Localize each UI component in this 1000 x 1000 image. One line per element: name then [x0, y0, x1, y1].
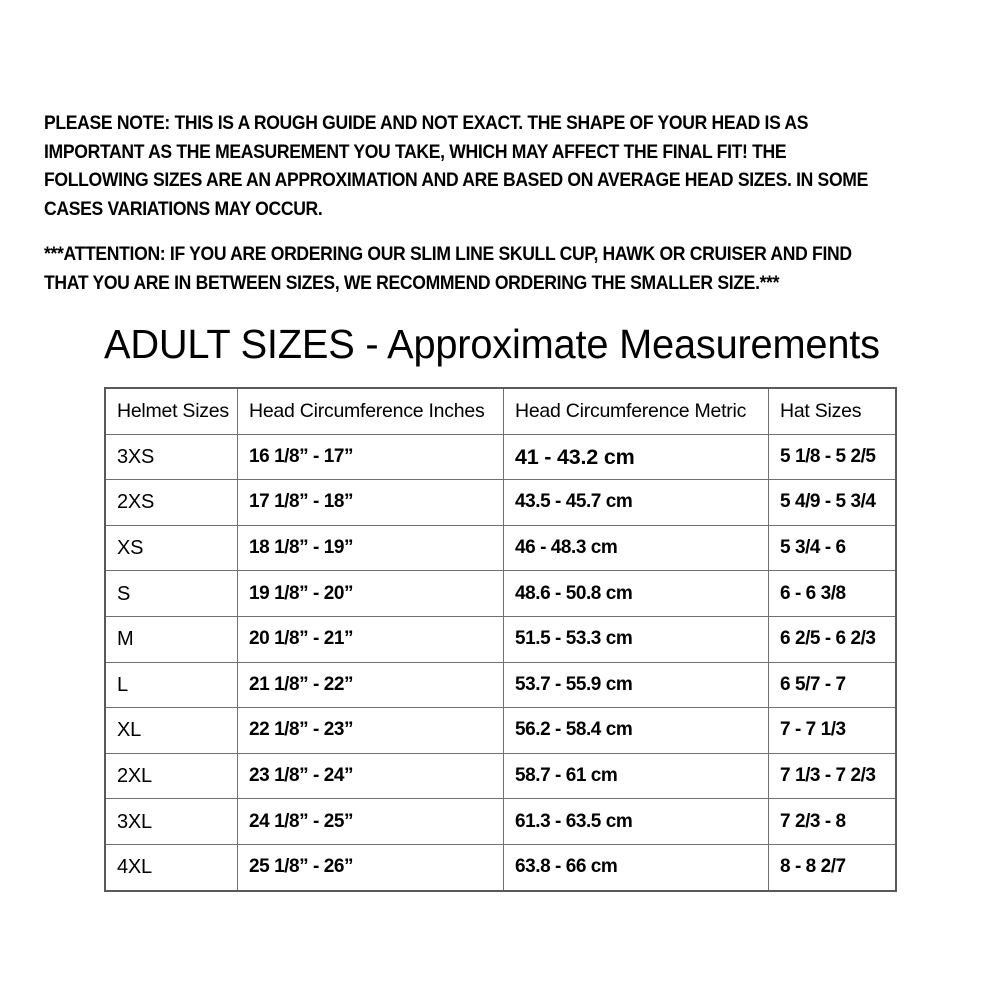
- cell-hat-size: 6 5/7 - 7: [768, 661, 896, 709]
- cell-helmet-size: 3XL: [105, 798, 238, 845]
- page-title: ADULT SIZES - Approximate Measurements: [104, 321, 880, 367]
- table-header-row: Helmet Sizes Head Circumference Inches H…: [105, 388, 896, 435]
- table-row: 4XL 25 1/8” - 26” 63.8 - 66 cm 8 - 8 2/7: [105, 843, 896, 891]
- cell-hat-size: 5 1/8 - 5 2/5: [768, 433, 896, 481]
- table-row: XL 22 1/8” - 23” 56.2 - 58.4 cm 7 - 7 1/3: [105, 707, 896, 754]
- table-header: Helmet Sizes Head Circumference Inches H…: [105, 388, 896, 435]
- cell-hat-size: 6 - 6 3/8: [768, 570, 896, 617]
- note-paragraph-general: PLEASE NOTE: THIS IS A ROUGH GUIDE AND N…: [44, 113, 868, 220]
- column-header-hat-sizes: Hat Sizes: [768, 388, 896, 435]
- cell-hat-size: 6 2/5 - 6 2/3: [768, 615, 896, 663]
- column-header-head-circumference-metric: Head Circumference Metric: [503, 388, 769, 435]
- cell-helmet-size: 4XL: [105, 843, 238, 891]
- cell-circumference-metric: 53.7 - 55.9 cm: [503, 661, 769, 709]
- cell-helmet-size: L: [105, 661, 238, 709]
- cell-circumference-metric: 51.5 - 53.3 cm: [503, 615, 769, 663]
- cell-hat-size: 7 2/3 - 8: [768, 798, 896, 845]
- cell-circumference-inches: 20 1/8” - 21”: [237, 615, 504, 663]
- cell-circumference-metric: 46 - 48.3 cm: [503, 524, 769, 572]
- cell-circumference-inches: 16 1/8” - 17”: [237, 433, 504, 481]
- cell-circumference-inches: 19 1/8” - 20”: [237, 570, 504, 617]
- cell-circumference-metric: 56.2 - 58.4 cm: [503, 707, 769, 754]
- cell-helmet-size: 2XS: [105, 479, 238, 526]
- cell-circumference-inches: 22 1/8” - 23”: [237, 707, 504, 754]
- cell-hat-size: 8 - 8 2/7: [768, 843, 896, 891]
- cell-helmet-size: M: [105, 615, 238, 663]
- cell-circumference-inches: 25 1/8” - 26”: [237, 843, 504, 891]
- table-row: 2XS 17 1/8” - 18” 43.5 - 45.7 cm 5 4/9 - 5 …: [105, 479, 896, 526]
- cell-helmet-size: S: [105, 570, 238, 617]
- cell-circumference-metric: 58.7 - 61 cm: [503, 752, 769, 800]
- table-row: XS 18 1/8” - 19” 46 - 48.3 cm 5 3/4 - 6: [105, 524, 896, 572]
- intro-notes: PLEASE NOTE: THIS IS A ROUGH GUIDE AND N…: [44, 110, 960, 298]
- cell-circumference-metric: 48.6 - 50.8 cm: [503, 570, 769, 617]
- table-row: 3XL 24 1/8” - 25” 61.3 - 63.5 cm 7 2/3 - 8: [105, 798, 896, 845]
- cell-circumference-metric: 43.5 - 45.7 cm: [503, 479, 769, 526]
- cell-circumference-inches: 21 1/8” - 22”: [237, 661, 504, 709]
- column-header-helmet-sizes: Helmet Sizes: [105, 388, 238, 435]
- table-row: 2XL 23 1/8” - 24” 58.7 - 61 cm 7 1/3 - 7 2/…: [105, 752, 896, 800]
- note-paragraph-attention: ***ATTENTION: IF YOU ARE ORDERING OUR SL…: [44, 244, 852, 294]
- cell-hat-size: 7 1/3 - 7 2/3: [768, 752, 896, 800]
- cell-circumference-inches: 24 1/8” - 25”: [237, 798, 504, 845]
- table-row: L 21 1/8” - 22” 53.7 - 55.9 cm 6 5/7 - 7: [105, 661, 896, 709]
- cell-hat-size: 5 4/9 - 5 3/4: [768, 479, 896, 526]
- table-row: 3XS 16 1/8” - 17” 41 - 43.2 cm 5 1/8 - 5 2/…: [105, 433, 896, 481]
- cell-helmet-size: 3XS: [105, 433, 238, 481]
- cell-circumference-metric: 63.8 - 66 cm: [503, 843, 769, 891]
- cell-helmet-size: 2XL: [105, 752, 238, 800]
- size-table-container: Helmet Sizes Head Circumference Inches H…: [104, 387, 897, 892]
- cell-helmet-size: XS: [105, 524, 238, 572]
- cell-helmet-size: XL: [105, 707, 238, 754]
- cell-circumference-inches: 17 1/8” - 18”: [237, 479, 504, 526]
- column-header-head-circumference-inches: Head Circumference Inches: [237, 388, 504, 435]
- cell-circumference-inches: 18 1/8” - 19”: [237, 524, 504, 572]
- cell-circumference-metric: 61.3 - 63.5 cm: [503, 798, 769, 845]
- adult-size-table: Helmet Sizes Head Circumference Inches H…: [104, 387, 897, 892]
- cell-circumference-inches: 23 1/8” - 24”: [237, 752, 504, 800]
- table-row: S 19 1/8” - 20” 48.6 - 50.8 cm 6 - 6 3/8: [105, 570, 896, 617]
- cell-circumference-metric: 41 - 43.2 cm: [503, 433, 769, 481]
- cell-hat-size: 5 3/4 - 6: [768, 524, 896, 572]
- cell-hat-size: 7 - 7 1/3: [768, 707, 896, 754]
- table-row: M 20 1/8” - 21” 51.5 - 53.3 cm 6 2/5 - 6 2/…: [105, 615, 896, 663]
- table-body: 3XS 16 1/8” - 17” 41 - 43.2 cm 5 1/8 - 5 2/…: [105, 433, 896, 891]
